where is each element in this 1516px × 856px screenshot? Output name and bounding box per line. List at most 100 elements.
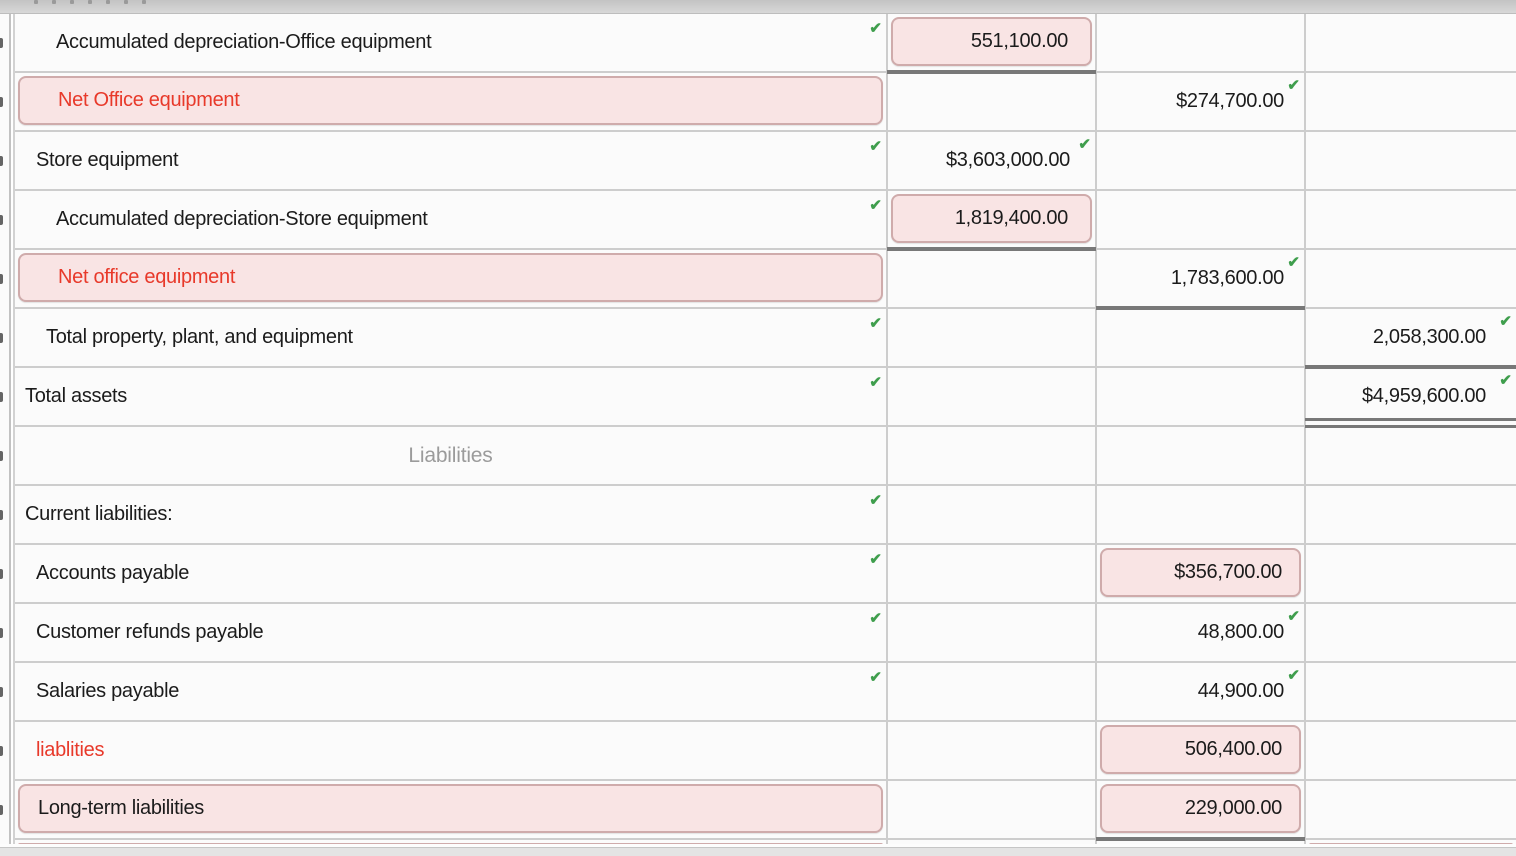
table-row-net-office-equipment-2: Net office equipment 1,783,600.00 ✔ <box>15 250 1516 310</box>
net-office-equipment-2-c1-cell <box>888 250 1097 307</box>
single-rule-line <box>1305 365 1516 369</box>
customer-refunds-payable-c2-cell[interactable]: 48,800.00 ✔ <box>1097 604 1306 661</box>
clipped-text-fragment <box>52 0 56 4</box>
accumulated-depreciation-office-equipment-c3-cell <box>1306 14 1516 71</box>
customer-refunds-payable-description-cell[interactable]: Customer refunds payable ✔ <box>15 604 888 661</box>
accounts-payable-label: Accounts payable <box>36 562 190 584</box>
net-office-equipment-2-label: Net office equipment <box>58 266 236 288</box>
long-term-liabilities-c3-cell <box>1306 781 1516 838</box>
customer-refunds-payable-label: Customer refunds payable <box>36 621 264 643</box>
double-rule-line <box>1305 425 1516 428</box>
table-row-salaries-payable: Salaries payable ✔ 44,900.00 ✔ <box>15 663 1516 722</box>
table-row-liabilities-header: Liabilities <box>15 427 1516 486</box>
correct-check-icon: ✔ <box>869 20 882 37</box>
salaries-payable-label: Salaries payable <box>36 680 180 702</box>
long-term-liabilities-c2-answer-box[interactable]: 229,000.00 <box>1100 784 1301 833</box>
customer-refunds-payable-c1-cell <box>888 604 1097 661</box>
accumulated-depreciation-office-equipment-c1-cell[interactable]: 551,100.00 <box>887 14 1097 74</box>
row-number-fragment <box>0 392 3 402</box>
salaries-payable-c2-value: 44,900.00 <box>1197 680 1285 702</box>
liablities-c2-answer-box[interactable]: 506,400.00 <box>1100 725 1301 774</box>
liabilities-header-description-cell: Liabilities <box>15 427 888 484</box>
net-office-equipment-2-answer-box[interactable]: Net office equipment <box>18 253 883 302</box>
accounts-payable-description-cell[interactable]: Accounts payable ✔ <box>15 545 888 602</box>
long-term-liabilities-description-cell[interactable]: Long-term liabilities <box>15 781 888 838</box>
correct-check-icon: ✔ <box>869 492 882 509</box>
liablities-label: liablities <box>36 739 105 761</box>
row-number-gutter <box>0 14 11 847</box>
net-office-equipment-answer-box[interactable]: Net Office equipment <box>18 76 883 125</box>
accumulated-depreciation-store-equipment-c1-cell[interactable]: 1,819,400.00 <box>887 191 1097 251</box>
row-number-fragment <box>0 274 3 284</box>
long-term-liabilities-label: Long-term liabilities <box>38 797 204 819</box>
row-number-fragment <box>0 215 3 225</box>
net-office-equipment-2-c2-cell[interactable]: 1,783,600.00 ✔ <box>1096 250 1306 310</box>
liablities-description-cell[interactable]: liablities <box>15 722 888 779</box>
row-number-fragment <box>0 97 3 107</box>
liablities-c2-value: 506,400.00 <box>1184 738 1282 760</box>
net-office-equipment-2-description-cell[interactable]: Net office equipment <box>15 250 888 307</box>
table-row-accumulated-depreciation-store-equipment: Accumulated depreciation-Store equipment… <box>15 191 1516 251</box>
accumulated-depreciation-store-equipment-c2-cell <box>1097 191 1306 248</box>
net-office-equipment-c3-cell <box>1306 73 1516 130</box>
correct-check-icon: ✔ <box>869 669 882 686</box>
horizontal-scrollbar[interactable] <box>0 847 1516 856</box>
liabilities-header-c2-cell <box>1097 427 1306 484</box>
total-property-plant-and-equipment-c3-cell[interactable]: 2,058,300.00 ✔ <box>1305 309 1516 369</box>
long-term-liabilities-c2-cell[interactable]: 229,000.00 <box>1096 781 1306 841</box>
store-equipment-c1-cell[interactable]: $3,603,000.00 ✔ <box>888 132 1097 189</box>
table-row-long-term-liabilities: Long-term liabilities 229,000.00 <box>15 781 1516 841</box>
accounts-payable-c2-cell[interactable]: $356,700.00 <box>1097 545 1306 602</box>
net-office-equipment-2-c2-value: 1,783,600.00 <box>1170 267 1284 289</box>
current-liabilities-c1-cell <box>888 486 1097 543</box>
correct-check-icon: ✔ <box>1287 667 1300 684</box>
total-assets-c3-value: $4,959,600.00 <box>1361 385 1486 407</box>
accumulated-depreciation-store-equipment-c3-cell <box>1306 191 1516 248</box>
table-row-total-assets: Total assets ✔ $4,959,600.00 ✔ <box>15 368 1516 428</box>
row-number-fragment <box>0 628 3 638</box>
salaries-payable-c2-cell[interactable]: 44,900.00 ✔ <box>1097 663 1306 720</box>
row-number-fragment <box>0 451 3 461</box>
clipped-text-fragment <box>142 0 146 4</box>
liablities-c2-cell[interactable]: 506,400.00 <box>1097 722 1306 779</box>
current-liabilities-description-cell[interactable]: Current liabilities: ✔ <box>15 486 888 543</box>
table-row-net-office-equipment: Net Office equipment $274,700.00 ✔ <box>15 73 1516 132</box>
net-office-equipment-c2-value: $274,700.00 <box>1176 90 1284 112</box>
accumulated-depreciation-office-equipment-c1-value: 551,100.00 <box>970 30 1068 52</box>
long-term-liabilities-answer-box[interactable]: Long-term liabilities <box>18 784 883 833</box>
correct-check-icon: ✔ <box>1287 608 1300 625</box>
store-equipment-label: Store equipment <box>36 149 179 171</box>
long-term-liabilities-c1-cell <box>888 781 1097 838</box>
row-number-fragment <box>0 156 3 166</box>
store-equipment-c3-cell <box>1306 132 1516 189</box>
salaries-payable-c3-cell <box>1306 663 1516 720</box>
table-row-store-equipment: Store equipment ✔ $3,603,000.00 ✔ <box>15 132 1516 191</box>
store-equipment-description-cell[interactable]: Store equipment ✔ <box>15 132 888 189</box>
current-liabilities-c2-cell <box>1097 486 1306 543</box>
net-office-equipment-description-cell[interactable]: Net Office equipment <box>15 73 888 130</box>
table-row-customer-refunds-payable: Customer refunds payable ✔ 48,800.00 ✔ <box>15 604 1516 663</box>
net-office-equipment-c2-cell[interactable]: $274,700.00 ✔ <box>1097 73 1306 130</box>
accumulated-depreciation-store-equipment-c1-answer-box[interactable]: 1,819,400.00 <box>891 194 1092 243</box>
accounts-payable-c2-answer-box[interactable]: $356,700.00 <box>1100 548 1301 597</box>
next-row-partial-c2-cell <box>1097 840 1306 847</box>
accumulated-depreciation-store-equipment-description-cell[interactable]: Accumulated depreciation-Store equipment… <box>15 191 888 248</box>
total-assets-description-cell[interactable]: Total assets ✔ <box>15 368 888 425</box>
total-assets-c3-cell[interactable]: $4,959,600.00 ✔ <box>1305 368 1516 428</box>
accumulated-depreciation-office-equipment-label: Accumulated depreciation-Office equipmen… <box>56 31 432 53</box>
row-number-fragment <box>0 746 3 756</box>
next-row-partial-c1-cell <box>888 840 1097 847</box>
store-equipment-c1-value: $3,603,000.00 <box>945 149 1070 171</box>
total-assets-c1-cell <box>888 368 1097 425</box>
accumulated-depreciation-office-equipment-c1-answer-box[interactable]: 551,100.00 <box>891 17 1092 66</box>
accumulated-depreciation-office-equipment-description-cell[interactable]: Accumulated depreciation-Office equipmen… <box>15 14 888 71</box>
total-property-plant-and-equipment-description-cell[interactable]: Total property, plant, and equipment ✔ <box>15 309 888 366</box>
correct-check-icon: ✔ <box>1287 254 1300 271</box>
liablities-c1-cell <box>888 722 1097 779</box>
table-row-liablities: liablities 506,400.00 <box>15 722 1516 781</box>
store-equipment-c2-cell <box>1097 132 1306 189</box>
correct-check-icon: ✔ <box>869 197 882 214</box>
single-rule-line <box>887 70 1096 74</box>
salaries-payable-description-cell[interactable]: Salaries payable ✔ <box>15 663 888 720</box>
